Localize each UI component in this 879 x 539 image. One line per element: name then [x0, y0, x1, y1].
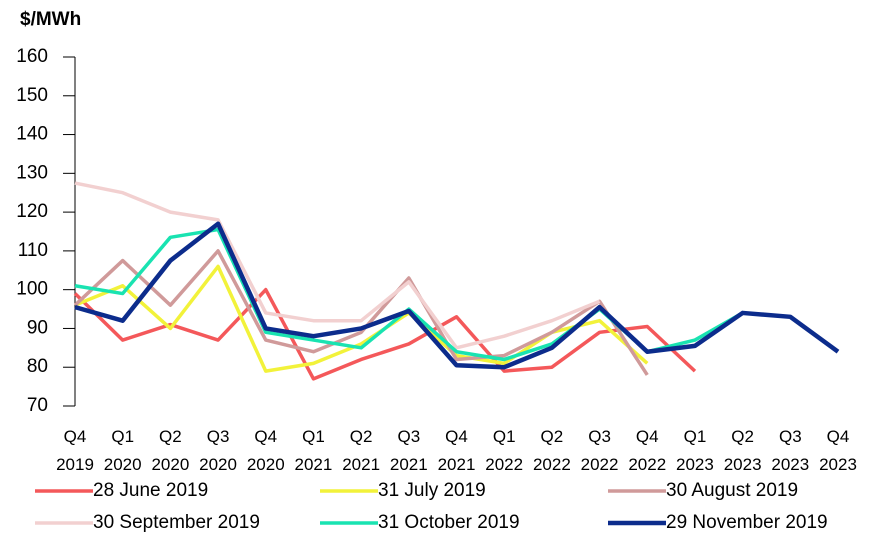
- legend-label: 30 September 2019: [93, 512, 260, 533]
- y-tick-label: 110: [18, 240, 48, 261]
- y-tick-label: 90: [27, 317, 48, 338]
- x-tick-label: Q2 2021: [342, 427, 381, 474]
- x-tick-label: Q3 2022: [580, 427, 619, 474]
- x-tick-label: Q2 2022: [532, 427, 571, 474]
- x-tick-label: Q4 2023: [819, 427, 857, 474]
- legend-label: 30 August 2019: [666, 480, 798, 501]
- x-tick-label: Q1 2021: [294, 427, 333, 474]
- x-tick-label: Q1 2023: [676, 427, 714, 474]
- y-tick-label: 140: [16, 124, 48, 145]
- y-tick-label: 150: [16, 85, 48, 106]
- y-tick-label: 160: [16, 46, 48, 67]
- legend-label: 28 June 2019: [93, 480, 208, 501]
- x-tick-label: Q4 2019: [56, 427, 94, 474]
- y-tick-label: 130: [16, 162, 48, 183]
- y-tick-label: 100: [16, 279, 48, 300]
- legend-label: 31 October 2019: [378, 512, 520, 533]
- series-line: [74, 181, 601, 350]
- x-tick-label: Q2 2020: [151, 427, 190, 474]
- x-tick-label: Q4 2021: [437, 427, 476, 474]
- series-line: [74, 221, 840, 370]
- series-line: [73, 287, 697, 381]
- series-line: [73, 249, 649, 376]
- x-tick-label: Q2 2023: [723, 427, 762, 474]
- y-tick-label: 80: [27, 356, 48, 377]
- legend-label: 31 July 2019: [378, 480, 486, 501]
- legend-label: 29 November 2019: [666, 512, 828, 533]
- x-tick-label: Q4 2022: [628, 427, 667, 474]
- x-tick-label: Q3 2023: [771, 427, 810, 474]
- x-tick-label: Q1 2022: [485, 427, 524, 474]
- x-tick-label: Q3 2021: [389, 427, 428, 474]
- y-tick-label: 70: [27, 395, 48, 416]
- x-tick-label: Q4 2020: [246, 427, 285, 474]
- x-tick-label: Q3 2020: [199, 427, 237, 474]
- series-line: [74, 227, 744, 362]
- y-axis-label: $/MWh: [20, 9, 81, 30]
- y-tick-label: 120: [16, 201, 48, 222]
- x-tick-label: Q1 2020: [103, 427, 142, 474]
